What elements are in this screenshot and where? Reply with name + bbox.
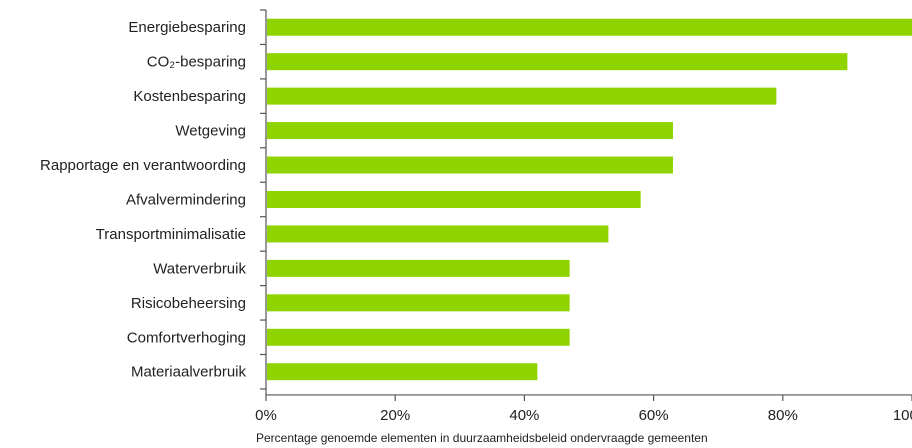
category-label: Transportminimalisatie (96, 226, 246, 243)
category-label: Materiaalverbruik (131, 364, 247, 381)
bar (267, 87, 777, 105)
category-label: CO₂-besparing (147, 54, 246, 71)
bar (267, 18, 912, 36)
x-tick-label: 0% (255, 407, 277, 424)
x-tick-label: 40% (509, 407, 539, 424)
x-tick-label: 60% (639, 407, 669, 424)
bar (267, 190, 641, 208)
category-label: Energiebesparing (128, 19, 246, 36)
bar (267, 259, 570, 277)
bar (267, 294, 570, 312)
bar (267, 122, 673, 140)
x-tick-label: 80% (768, 407, 798, 424)
x-tick-label: 20% (380, 407, 410, 424)
bar (267, 225, 609, 243)
bar (267, 156, 673, 174)
category-label: Rapportage en verantwoording (40, 157, 246, 174)
category-label: Risicobeheersing (131, 295, 246, 312)
x-axis-title: Percentage genoemde elementen in duurzaa… (256, 431, 708, 445)
category-label: Waterverbruik (153, 260, 246, 277)
bar (267, 363, 538, 381)
bar (267, 53, 848, 71)
category-label: Afvalvermindering (126, 191, 246, 208)
category-label: Wetgeving (175, 123, 246, 140)
bar (267, 328, 570, 346)
category-label: Kostenbesparing (133, 88, 246, 105)
x-tick-label: 100% (893, 407, 912, 424)
category-label: Comfortverhoging (127, 329, 246, 346)
